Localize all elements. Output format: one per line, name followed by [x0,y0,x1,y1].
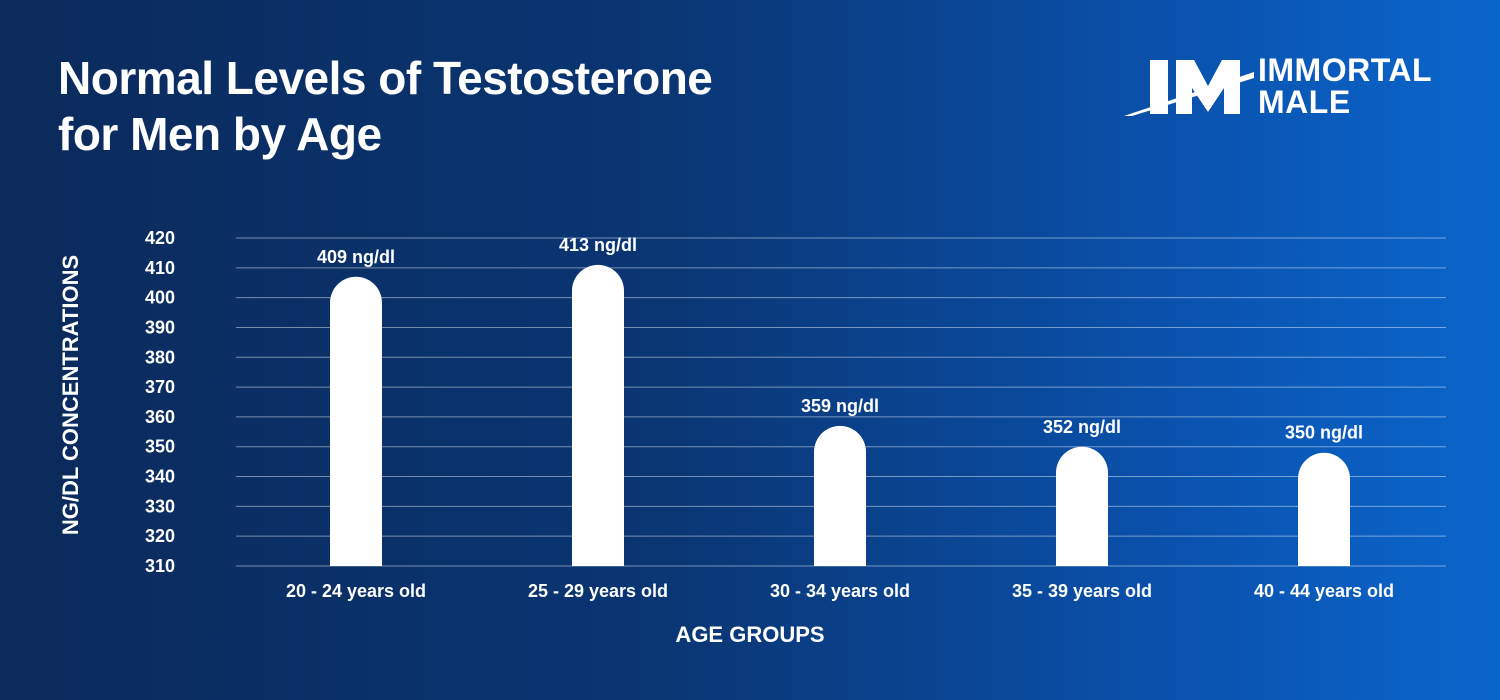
bar [814,425,866,566]
data-label: 350 ng/dl [1285,423,1363,443]
y-tick-label: 330 [145,496,175,516]
bar [1298,452,1350,566]
logo-wordmark: IMMORTAL MALE [1258,54,1432,118]
chart-title: Normal Levels of Testosterone for Men by… [58,50,818,162]
x-tick-label: 40 - 44 years old [1254,581,1394,601]
y-tick-label: 400 [145,288,175,308]
data-label: 413 ng/dl [559,235,637,255]
y-tick-label: 410 [145,258,175,278]
x-axis-ticks: 20 - 24 years old 25 - 29 years old 30 - 3… [286,581,1394,601]
x-tick-label: 25 - 29 years old [528,581,668,601]
y-tick-label: 390 [145,317,175,337]
y-tick-label: 320 [145,526,175,546]
x-tick-label: 30 - 34 years old [770,581,910,601]
y-axis-ticks: 310 320 330 340 350 360 370 380 390 400 410 420 [145,228,175,576]
y-tick-label: 380 [145,347,175,367]
bar [572,264,624,566]
chart-title-line-2: for Men by Age [58,108,382,160]
data-labels: 409 ng/dl 413 ng/dl 359 ng/dl 352 ng/dl 350 … [317,235,1363,443]
data-label: 359 ng/dl [801,396,879,416]
y-tick-label: 420 [145,228,175,248]
x-tick-label: 20 - 24 years old [286,581,426,601]
bars [330,264,1350,566]
x-axis-label: AGE GROUPS [675,622,825,647]
bar [1056,446,1108,566]
logo-line-1: IMMORTAL [1258,52,1433,88]
im-monogram-icon [1124,60,1254,116]
y-tick-label: 340 [145,467,175,487]
chart-title-line-1: Normal Levels of Testosterone [58,52,713,104]
immortal-male-logo: IMMORTAL MALE [1120,52,1450,122]
bar [330,276,382,566]
y-tick-label: 310 [145,556,175,576]
y-tick-label: 370 [145,377,175,397]
data-label: 409 ng/dl [317,247,395,267]
y-tick-label: 360 [145,407,175,427]
data-label: 352 ng/dl [1043,417,1121,437]
x-tick-label: 35 - 39 years old [1012,581,1152,601]
logo-line-2: MALE [1258,84,1351,120]
y-tick-label: 350 [145,437,175,457]
